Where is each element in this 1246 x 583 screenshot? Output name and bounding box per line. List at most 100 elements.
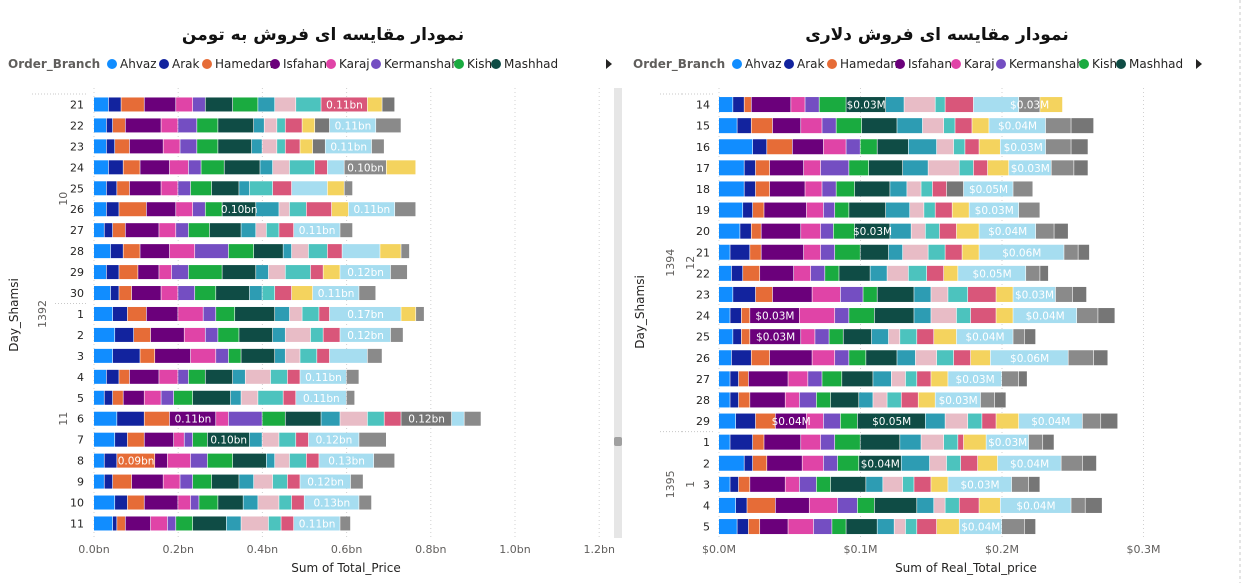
bar-segment[interactable] xyxy=(129,369,159,384)
bar-segment[interactable] xyxy=(943,265,958,281)
bar-segment[interactable] xyxy=(367,411,384,426)
bar-segment[interactable] xyxy=(955,118,972,134)
bar-segment[interactable] xyxy=(207,453,233,468)
bar-segment[interactable] xyxy=(946,455,961,471)
bar-segment[interactable] xyxy=(115,432,128,447)
bar-segment[interactable] xyxy=(751,223,761,239)
bar-segment[interactable] xyxy=(812,350,835,366)
bar-segment[interactable] xyxy=(232,97,258,112)
bar-segment[interactable] xyxy=(801,223,821,239)
bar-segment[interactable] xyxy=(119,265,138,280)
bar-segment[interactable] xyxy=(772,118,801,134)
bar-segment[interactable] xyxy=(190,348,216,363)
bar-segment[interactable] xyxy=(820,223,834,239)
bar-segment[interactable] xyxy=(836,118,862,134)
legend-item-karaj[interactable]: Karaj xyxy=(951,57,995,71)
legend-item-karaj[interactable]: Karaj xyxy=(326,57,370,71)
bar-segment[interactable] xyxy=(340,265,391,280)
bar-segment[interactable] xyxy=(373,453,395,468)
bar-segment[interactable] xyxy=(275,348,285,363)
bar-segment[interactable] xyxy=(133,327,151,342)
bar-segment[interactable] xyxy=(386,160,416,175)
bar-segment[interactable] xyxy=(216,348,229,363)
bar-segment[interactable] xyxy=(94,474,104,489)
bar-segment[interactable] xyxy=(719,160,744,176)
bar-segment[interactable] xyxy=(224,160,260,175)
bar-segment[interactable] xyxy=(891,371,906,387)
bar-segment[interactable] xyxy=(291,181,328,196)
bar-segment[interactable] xyxy=(959,497,979,513)
bar-segment[interactable] xyxy=(1000,139,1046,155)
bar-segment[interactable] xyxy=(317,348,330,363)
bar-segment[interactable] xyxy=(94,181,107,196)
bar-segment[interactable] xyxy=(285,139,300,154)
bar-segment[interactable] xyxy=(799,308,835,324)
bar-segment[interactable] xyxy=(741,308,750,324)
bar-segment[interactable] xyxy=(890,223,911,239)
bar-segment[interactable] xyxy=(925,413,945,429)
bar-segment[interactable] xyxy=(190,453,208,468)
bar-segment[interactable] xyxy=(812,286,841,302)
bar-segment[interactable] xyxy=(956,223,979,239)
bar-segment[interactable] xyxy=(846,519,877,535)
bar-segment[interactable] xyxy=(945,97,974,113)
bar-segment[interactable] xyxy=(104,223,113,238)
bar-segment[interactable] xyxy=(270,369,288,384)
bar-segment[interactable] xyxy=(1068,350,1094,366)
bar-segment[interactable] xyxy=(275,453,290,468)
bar-segment[interactable] xyxy=(245,369,271,384)
bar-segment[interactable] xyxy=(719,329,733,345)
bar-segment[interactable] xyxy=(936,519,959,535)
bar-segment[interactable] xyxy=(943,434,958,450)
bar-segment[interactable] xyxy=(94,453,104,468)
bar-segment[interactable] xyxy=(359,286,376,301)
bar-segment[interactable] xyxy=(849,350,866,366)
bar-segment[interactable] xyxy=(737,118,751,134)
bar-segment[interactable] xyxy=(905,371,917,387)
bar-segment[interactable] xyxy=(904,97,935,113)
bar-segment[interactable] xyxy=(285,265,311,280)
bar-segment[interactable] xyxy=(750,308,800,324)
bar-segment[interactable] xyxy=(169,411,216,426)
bar-segment[interactable] xyxy=(803,244,821,260)
bar-segment[interactable] xyxy=(719,476,730,492)
bar-segment[interactable] xyxy=(115,495,128,510)
bar-segment[interactable] xyxy=(169,244,195,259)
bar-segment[interactable] xyxy=(849,160,869,176)
bar-segment[interactable] xyxy=(914,476,931,492)
bar-segment[interactable] xyxy=(719,413,736,429)
bar-segment[interactable] xyxy=(973,97,1019,113)
bar-segment[interactable] xyxy=(1093,350,1108,366)
bar-segment[interactable] xyxy=(119,202,147,217)
bar-segment[interactable] xyxy=(837,455,859,471)
bar-segment[interactable] xyxy=(924,202,935,218)
bar-segment[interactable] xyxy=(144,432,174,447)
bar-segment[interactable] xyxy=(359,495,372,510)
bar-segment[interactable] xyxy=(977,455,998,471)
bar-segment[interactable] xyxy=(401,411,452,426)
bar-segment[interactable] xyxy=(748,371,788,387)
bar-segment[interactable] xyxy=(907,181,921,197)
bar-segment[interactable] xyxy=(178,181,191,196)
bar-segment[interactable] xyxy=(1028,434,1043,450)
bar-segment[interactable] xyxy=(256,223,267,238)
bar-segment[interactable] xyxy=(283,390,296,405)
bar-segment[interactable] xyxy=(340,223,353,238)
bar-segment[interactable] xyxy=(836,181,855,197)
bar-segment[interactable] xyxy=(799,392,817,408)
bar-segment[interactable] xyxy=(902,160,928,176)
bar-segment[interactable] xyxy=(222,202,256,217)
bar-segment[interactable] xyxy=(216,306,235,321)
bar-segment[interactable] xyxy=(319,453,374,468)
bar-segment[interactable] xyxy=(117,516,125,531)
bar-segment[interactable] xyxy=(866,476,883,492)
bar-segment[interactable] xyxy=(94,495,115,510)
bar-segment[interactable] xyxy=(1045,118,1071,134)
bar-segment[interactable] xyxy=(719,455,744,471)
bar-segment[interactable] xyxy=(376,118,401,133)
bar-segment[interactable] xyxy=(346,390,355,405)
bar-segment[interactable] xyxy=(112,516,117,531)
bar-segment[interactable] xyxy=(719,223,740,239)
bar-segment[interactable] xyxy=(1074,160,1088,176)
bar-segment[interactable] xyxy=(121,97,144,112)
